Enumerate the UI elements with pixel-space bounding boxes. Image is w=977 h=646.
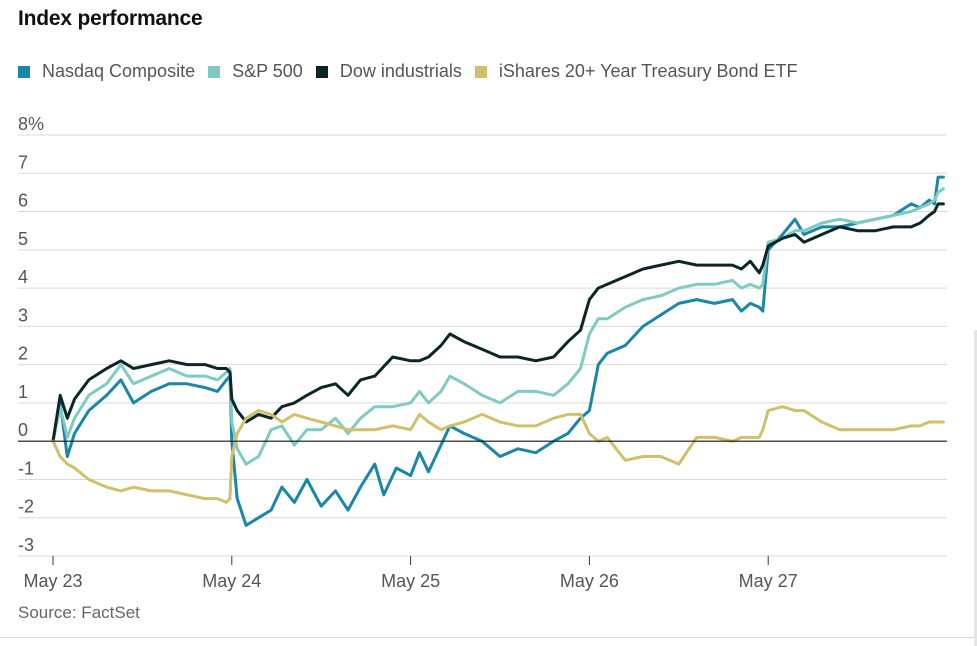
- source-note: Source: FactSet: [18, 603, 140, 622]
- legend-item-sp500: S&P 500: [208, 61, 303, 82]
- y-tick-label: -1: [18, 458, 34, 478]
- x-tick-label: May 24: [202, 571, 261, 591]
- legend-label-nasdaq: Nasdaq Composite: [42, 61, 196, 81]
- legend-item-nasdaq: Nasdaq Composite: [18, 61, 195, 82]
- y-tick-label: 6: [18, 191, 28, 211]
- y-tick-label: 5: [18, 229, 28, 249]
- bottom-divider: [0, 637, 977, 638]
- y-tick-label: 2: [18, 344, 28, 364]
- series-line-1: [51, 187, 945, 466]
- y-tick-label: 1: [18, 382, 28, 402]
- x-tick-label: May 26: [560, 571, 619, 591]
- y-tick-label: 8%: [18, 114, 44, 134]
- legend-swatch-nasdaq: [18, 65, 30, 78]
- series-line-0: [51, 175, 945, 527]
- gridlines: [18, 134, 947, 557]
- legend-swatch-treasury: [474, 65, 487, 78]
- y-tick-label: 0: [18, 420, 28, 440]
- legend-item-treasury: iShares 20+ Year Treasury Bond ETF: [474, 61, 798, 82]
- y-tick-label: 7: [18, 152, 28, 172]
- x-axis-ticks: May 23 May 24 May 25 May 26 May 27: [23, 556, 798, 591]
- series-line-2: [51, 202, 945, 443]
- y-axis-ticks: 8% 7 6 5 4 3 2 1 0 -1 -2 -3: [18, 114, 44, 555]
- legend-item-dow: Dow industrials: [315, 61, 462, 82]
- y-tick-label: -3: [18, 535, 34, 555]
- legend-label-sp500: S&P 500: [232, 61, 303, 81]
- legend-label-dow: Dow industrials: [339, 61, 462, 81]
- y-tick-label: 4: [18, 267, 28, 287]
- legend-label-treasury: iShares 20+ Year Treasury Bond ETF: [498, 61, 798, 81]
- series-lines: [51, 175, 945, 527]
- chart-legend: Nasdaq Composite S&P 500 Dow industrials…: [18, 61, 811, 82]
- y-tick-label: 3: [18, 305, 28, 325]
- chart-title: Index performance: [18, 7, 203, 30]
- y-tick-label: -2: [18, 497, 34, 517]
- series-line-3: [51, 405, 945, 504]
- legend-swatch-sp500: [208, 65, 221, 78]
- x-tick-label: May 25: [381, 571, 440, 591]
- legend-swatch-dow: [315, 65, 328, 78]
- x-tick-label: May 27: [739, 571, 798, 591]
- right-edge-divider: [974, 330, 977, 646]
- x-tick-label: May 23: [23, 571, 82, 591]
